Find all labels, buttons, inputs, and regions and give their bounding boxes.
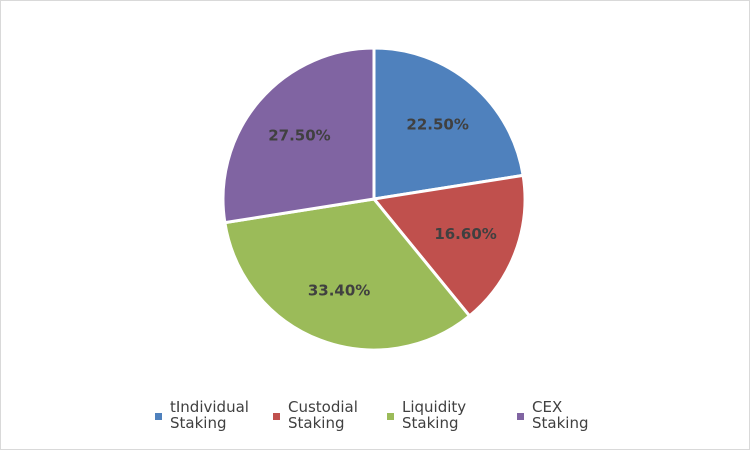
pie-slice-liquidity-staking: [223, 197, 472, 352]
pie-data-labels: 22.50% 16.60% 33.40% 27.50%: [268, 115, 497, 299]
pie-slices: [221, 46, 527, 352]
legend-label-custodial-staking: Custodial Staking: [288, 398, 358, 432]
legend-marker-individual-staking: [155, 413, 162, 420]
pie-slice-cex-staking: [221, 46, 376, 225]
pie-slice-custodial-staking: [371, 173, 527, 319]
legend-item-liquidity-staking: Liquidity Staking: [387, 399, 517, 431]
legend-label-liquidity-staking: Liquidity Staking: [402, 398, 467, 432]
data-label-custodial-staking: 16.60%: [434, 225, 496, 243]
legend-label-cex-staking: CEX Staking: [532, 398, 589, 432]
legend-marker-custodial-staking: [273, 413, 280, 420]
pie-slice-individual-staking: [372, 46, 525, 201]
data-label-cex-staking: 27.50%: [268, 126, 330, 144]
legend-item-cex-staking: CEX Staking: [517, 399, 617, 431]
legend-marker-liquidity-staking: [387, 413, 394, 420]
data-label-individual-staking: 22.50%: [406, 115, 468, 133]
legend-label-individual-staking: tIndividual Staking: [170, 398, 249, 432]
legend-item-custodial-staking: Custodial Staking: [273, 399, 387, 431]
legend-item-individual-staking: tIndividual Staking: [155, 399, 273, 431]
data-label-liquidity-staking: 33.40%: [308, 282, 370, 300]
legend-marker-cex-staking: [517, 413, 524, 420]
legend: tIndividual Staking Custodial Staking Li…: [155, 399, 617, 431]
